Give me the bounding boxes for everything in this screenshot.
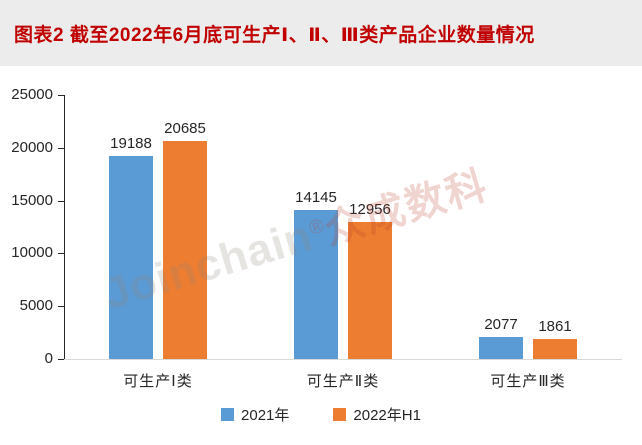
y-axis-line	[64, 95, 65, 360]
legend-label: 2021年	[241, 407, 290, 424]
y-axis-tick-label: 0	[44, 350, 53, 367]
x-axis-category-label: 可生产Ⅰ类	[123, 373, 193, 390]
legend-swatch-icon	[333, 408, 347, 421]
x-axis-category-label: 可生产Ⅱ类	[306, 373, 380, 390]
bar-2021年-可生产Ⅰ类	[109, 156, 153, 359]
legend-swatch-icon	[221, 408, 235, 421]
x-axis-baseline	[64, 359, 622, 360]
x-axis-category-label: 可生产Ⅲ类	[490, 373, 566, 390]
bar-2021年-可生产Ⅱ类	[294, 210, 338, 359]
y-axis-tick-label: 5000	[19, 297, 53, 314]
legend-label: 2022年H1	[353, 407, 421, 424]
y-axis-tick-label: 20000	[11, 139, 53, 156]
y-axis-tick	[58, 359, 64, 360]
bar-2022年H1-可生产Ⅰ类	[163, 141, 207, 359]
bar-value-label: 1861	[538, 318, 572, 335]
bar-value-label: 12956	[349, 201, 391, 218]
legend: 2021年 2022年H1	[0, 404, 642, 425]
y-axis-tick-label: 25000	[11, 86, 53, 103]
y-axis-tick	[58, 306, 64, 307]
chart-header: 图表2 截至2022年6月底可生产Ⅰ、Ⅱ、Ⅲ类产品企业数量情况	[0, 0, 642, 66]
bar-value-label: 20685	[164, 120, 206, 137]
bar-2022年H1-可生产Ⅱ类	[348, 222, 392, 359]
bar-value-label: 2077	[484, 316, 518, 333]
y-axis-tick-label: 10000	[11, 244, 53, 261]
legend-item-2022年H1: 2022年H1	[333, 404, 421, 425]
legend-item-2021年: 2021年	[221, 404, 289, 425]
chart-title: 图表2 截至2022年6月底可生产Ⅰ、Ⅱ、Ⅲ类产品企业数量情况	[14, 24, 535, 46]
plot-area: 0 5000 10000 15000 20000 25000 19188 14145 2077 2…	[0, 66, 642, 445]
y-axis-tick	[58, 253, 64, 254]
y-axis-tick	[58, 148, 64, 149]
bar-2022年H1-可生产Ⅲ类	[533, 339, 577, 359]
y-axis-tick	[58, 201, 64, 202]
bar-2021年-可生产Ⅲ类	[479, 337, 523, 359]
y-axis-tick	[58, 95, 64, 96]
bar-chart: 0 5000 10000 15000 20000 25000 19188 14145 2077 2…	[0, 66, 642, 445]
y-axis-tick-label: 15000	[11, 192, 53, 209]
bar-value-label: 19188	[110, 135, 152, 152]
bar-value-label: 14145	[295, 189, 337, 206]
